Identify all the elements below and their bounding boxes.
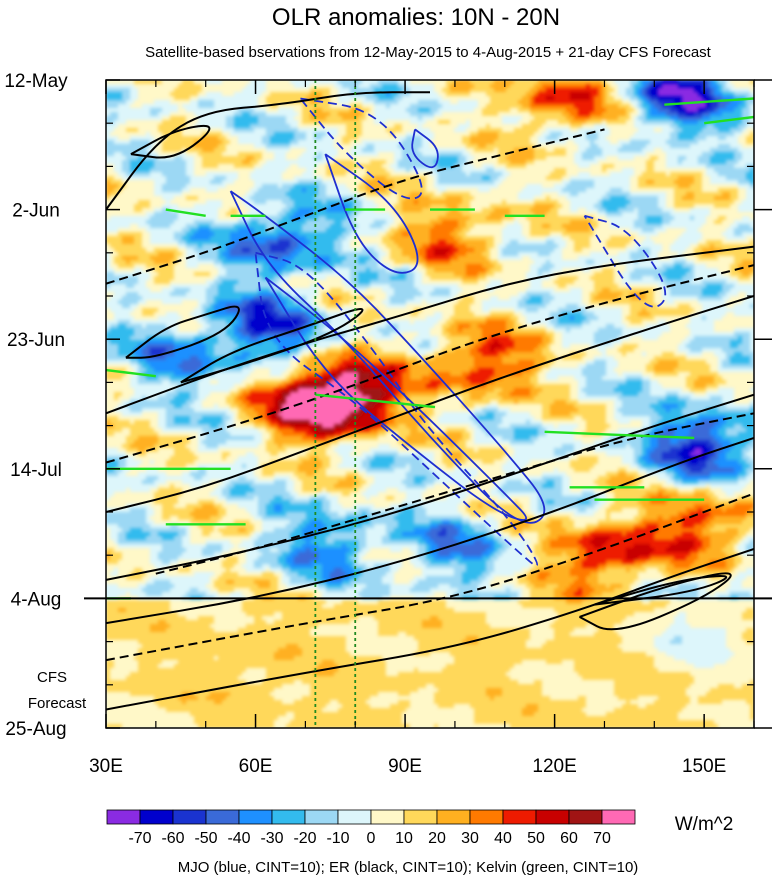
contour-layer <box>106 91 754 711</box>
colorbar-unit: W/m^2 <box>675 814 734 835</box>
y-tick-label-3: 14-Jul <box>10 460 62 481</box>
colorbar-label-10: 30 <box>461 830 479 847</box>
er-contour-4 <box>106 245 754 415</box>
er-contour-10 <box>106 264 754 464</box>
colorbar-label-13: 60 <box>560 830 578 847</box>
colorbar-label-8: 10 <box>395 830 413 847</box>
colorbar-label-6: -10 <box>326 830 349 847</box>
colorbar: -70 -60 -50 -40 -30 -20 -10 0 10 20 30 40 50 60 70 <box>106 809 636 847</box>
colorbar-swatch-11 <box>469 809 504 825</box>
colorbar-swatch-10 <box>436 809 471 825</box>
mjo-contour-0 <box>229 190 546 524</box>
colorbar-swatch-8 <box>370 809 405 825</box>
y-tick-label-5: 25-Aug <box>5 719 66 740</box>
axes: 30E 60E 90E 120E 150E 12-May 2-Jun 23-Jun 14-Jul… <box>4 71 772 777</box>
mjo-contour-2 <box>324 153 419 274</box>
colorbar-swatch-3 <box>205 809 240 825</box>
er-contour-5 <box>106 295 754 513</box>
x-tick-label-4: 150E <box>682 756 726 777</box>
mjo-contour-1 <box>264 276 527 521</box>
colorbar-label-0: -70 <box>128 830 151 847</box>
kelvin-contour-12 <box>664 97 754 106</box>
er-contour-2 <box>125 305 240 359</box>
colorbar-label-5: -20 <box>293 830 316 847</box>
er-contour-1 <box>130 124 211 159</box>
colorbar-swatch-1 <box>139 809 174 825</box>
kelvin-contour-7 <box>544 430 695 440</box>
reference-longitude-lines <box>314 80 357 728</box>
er-contour-9 <box>106 128 605 285</box>
x-tick-label-2: 90E <box>388 756 422 777</box>
mjo-contour-3 <box>411 128 439 169</box>
colorbar-label-11: 40 <box>494 830 512 847</box>
chart-title: OLR anomalies: 10N - 20N <box>272 4 560 31</box>
er-contour-14 <box>594 575 728 606</box>
kelvin-contour-13 <box>704 115 754 125</box>
colorbar-swatch-13 <box>535 809 570 825</box>
colorbar-swatch-6 <box>304 809 339 825</box>
colorbar-swatch-4 <box>238 809 273 825</box>
colorbar-label-2: -50 <box>194 830 217 847</box>
plot-area: 30E 60E 90E 120E 150E 12-May 2-Jun 23-Jun 14-Jul… <box>4 71 772 777</box>
x-tick-label-1: 60E <box>239 756 273 777</box>
er-contour-8 <box>106 548 754 711</box>
y-tick-label-2: 23-Jun <box>7 330 65 351</box>
y-tick-label-4: 4-Aug <box>11 589 62 610</box>
colorbar-swatch-5 <box>271 809 306 825</box>
colorbar-swatch-2 <box>172 809 207 825</box>
colorbar-label-12: 50 <box>527 830 545 847</box>
colorbar-label-1: -60 <box>161 830 184 847</box>
x-tick-label-0: 30E <box>89 756 123 777</box>
er-contour-7 <box>106 436 754 625</box>
mjo-contour-6 <box>583 214 667 308</box>
colorbar-label-7: 0 <box>367 830 376 847</box>
colorbar-label-4: -30 <box>260 830 283 847</box>
x-tick-label-3: 120E <box>532 756 576 777</box>
colorbar-swatch-9 <box>403 809 438 825</box>
contour-legend-footer: MJO (blue, CINT=10); ER (black, CINT=10)… <box>178 859 639 876</box>
colorbar-label-3: -40 <box>227 830 250 847</box>
colorbar-swatch-0 <box>106 809 141 825</box>
plot-frame <box>105 79 755 729</box>
kelvin-contour-0 <box>165 208 206 217</box>
er-contour-12 <box>106 492 754 662</box>
forecast-label-line-2: Forecast <box>28 695 87 712</box>
forecast-label-line-1: CFS <box>37 669 67 686</box>
chart-subtitle: Satellite-based bservations from 12-May-… <box>145 44 712 61</box>
y-tick-label-1: 2-Jun <box>12 201 60 222</box>
colorbar-label-9: 20 <box>428 830 446 847</box>
colorbar-swatch-15 <box>601 809 636 825</box>
er-contour-0 <box>106 91 430 211</box>
colorbar-label-14: 70 <box>593 830 611 847</box>
er-contour-6 <box>106 393 754 581</box>
y-tick-label-0: 12-May <box>4 71 68 92</box>
colorbar-swatch-7 <box>337 809 372 825</box>
mjo-contour-5 <box>299 97 423 200</box>
colorbar-swatch-14 <box>568 809 603 825</box>
colorbar-swatch-12 <box>502 809 537 825</box>
mjo-contour-4 <box>254 251 539 567</box>
